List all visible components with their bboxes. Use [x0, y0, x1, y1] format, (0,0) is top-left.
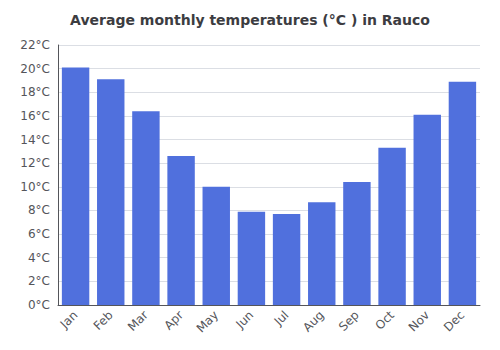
- svg-text:Sep: Sep: [336, 308, 362, 334]
- svg-text:May: May: [194, 308, 221, 335]
- svg-text:22°C: 22°C: [20, 38, 50, 52]
- svg-text:Apr: Apr: [161, 308, 186, 333]
- svg-text:Jul: Jul: [271, 308, 292, 329]
- svg-text:20°C: 20°C: [20, 62, 50, 76]
- svg-text:Feb: Feb: [91, 308, 116, 333]
- svg-text:8°C: 8°C: [28, 203, 50, 217]
- svg-text:Oct: Oct: [372, 308, 397, 333]
- svg-text:10°C: 10°C: [20, 180, 50, 194]
- svg-text:Mar: Mar: [125, 308, 151, 334]
- svg-text:Nov: Nov: [406, 308, 432, 334]
- svg-text:Average monthly temperatures (: Average monthly temperatures (°C ) in Ra…: [70, 12, 430, 28]
- svg-text:16°C: 16°C: [20, 109, 50, 123]
- svg-text:Dec: Dec: [441, 308, 467, 334]
- svg-text:0°C: 0°C: [28, 298, 50, 312]
- svg-text:Jan: Jan: [57, 308, 81, 332]
- svg-text:18°C: 18°C: [20, 85, 50, 99]
- svg-text:Jun: Jun: [233, 308, 257, 332]
- svg-text:2°C: 2°C: [28, 274, 50, 288]
- svg-text:14°C: 14°C: [20, 133, 50, 147]
- svg-text:6°C: 6°C: [28, 227, 50, 241]
- svg-text:12°C: 12°C: [20, 156, 50, 170]
- svg-text:4°C: 4°C: [28, 251, 50, 265]
- svg-text:Aug: Aug: [300, 308, 326, 334]
